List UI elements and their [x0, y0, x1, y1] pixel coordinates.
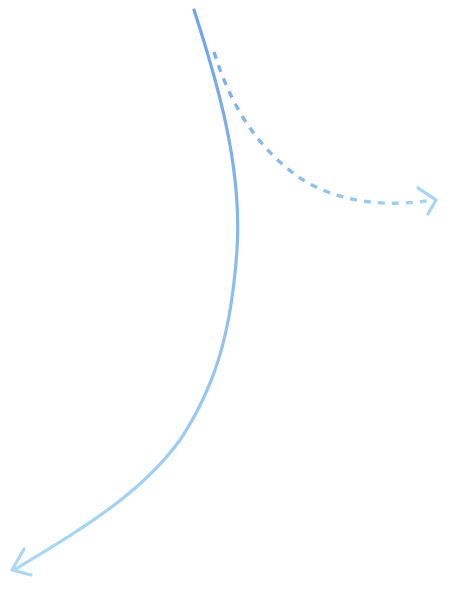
- main-arrowhead: [10, 547, 33, 577]
- branch-arrow-shaft: [212, 51, 433, 205]
- branch-arrow: [212, 51, 438, 216]
- main-arrow-shaft: [12, 8, 240, 572]
- main-arrow: [10, 8, 240, 577]
- branch-arrowhead: [416, 186, 438, 216]
